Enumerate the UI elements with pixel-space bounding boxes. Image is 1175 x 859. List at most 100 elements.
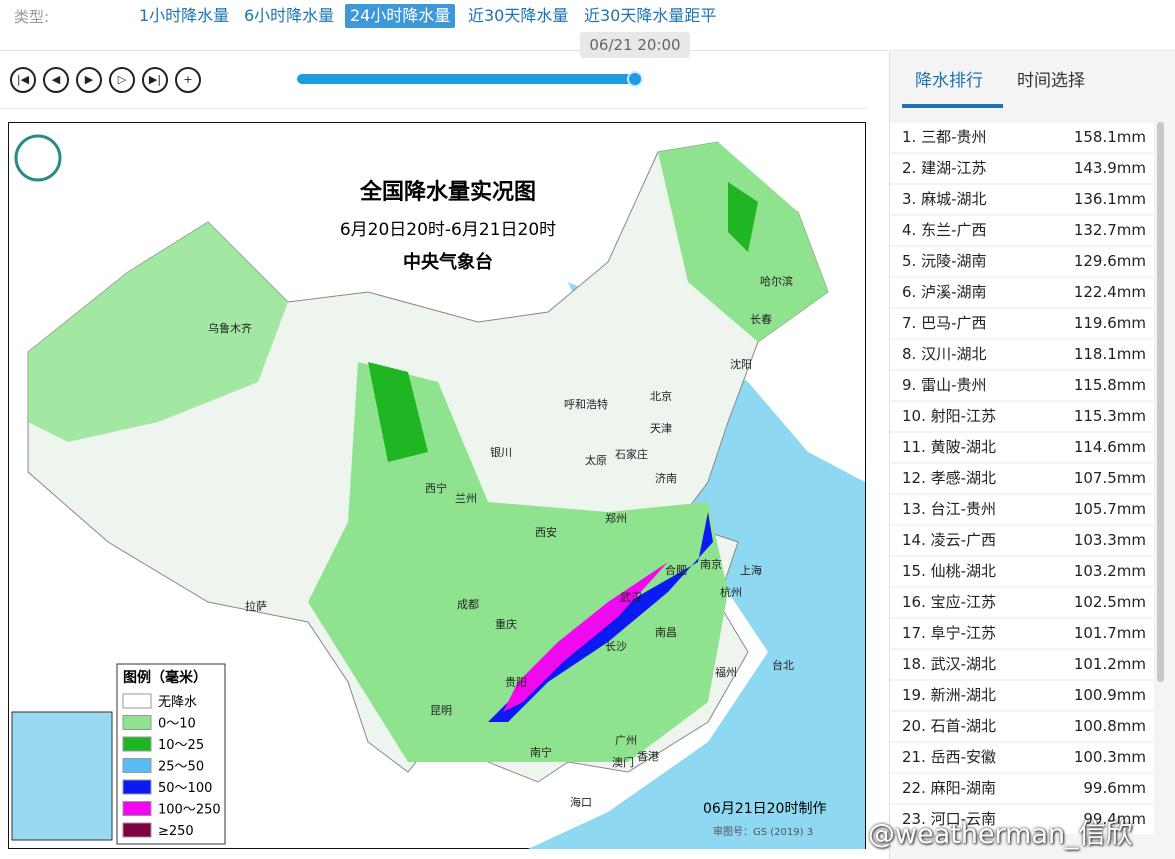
ranking-row: 16. 宝应-江苏 102.5mm	[890, 588, 1154, 617]
ranking-row: 5. 沅陵-湖南 129.6mm	[890, 247, 1154, 276]
ranking-row: 12. 孝感-湖北 107.5mm	[890, 464, 1154, 493]
panel-tab[interactable]: 时间选择	[1017, 71, 1085, 91]
city-label: 澳门	[612, 755, 634, 769]
legend-title: 图例（毫米）	[123, 669, 207, 686]
station-name: 13. 台江-贵州	[902, 500, 997, 518]
city-label: 上海	[740, 563, 762, 577]
tab-underline	[902, 104, 1003, 108]
city-label: 北京	[650, 389, 672, 403]
city-label: 太原	[585, 454, 607, 467]
panel-tab[interactable]: 降水排行	[915, 71, 983, 91]
map-period: 6月20日20时-6月21日20时	[340, 220, 556, 240]
legend-label: 100～250	[158, 803, 221, 818]
ranking-row: 8. 汉川-湖北 118.1mm	[890, 340, 1154, 369]
city-label: 合肥	[665, 563, 687, 577]
station-name: 17. 阜宁-江苏	[902, 624, 997, 642]
ranking-row: 1. 三都-贵州 158.1mm	[890, 123, 1154, 152]
station-name: 9. 雷山-贵州	[902, 376, 987, 394]
map-title: 全国降水量实况图	[359, 179, 536, 205]
city-label: 杭州	[720, 585, 742, 599]
rain-amount: 100.9mm	[1073, 686, 1146, 704]
rain-amount: 118.1mm	[1073, 345, 1146, 363]
map-agency: 中央气象台	[403, 251, 493, 273]
tab[interactable]: 24小时降水量	[345, 4, 456, 28]
divider	[0, 108, 866, 109]
play-button[interactable]: ▶	[76, 67, 102, 93]
station-name: 1. 三都-贵州	[902, 128, 987, 146]
station-name: 6. 泸溪-湖南	[902, 283, 987, 301]
rain-amount: 122.4mm	[1073, 283, 1146, 301]
station-name: 18. 武汉-湖北	[902, 655, 997, 673]
legend-label: 无降水	[158, 695, 197, 710]
city-label: 武汉	[620, 591, 642, 604]
ranking-row: 4. 东兰-广西 132.7mm	[890, 216, 1154, 245]
legend-label: 10～25	[158, 738, 204, 753]
ranking-row: 21. 岳西-安徽 100.3mm	[890, 743, 1154, 772]
rain-amount: 107.5mm	[1073, 469, 1146, 487]
city-label: 石家庄	[615, 447, 648, 461]
tab[interactable]: 近30天降水量距平	[584, 6, 717, 25]
rain-amount: 101.7mm	[1073, 624, 1146, 642]
rain-amount: 158.1mm	[1073, 128, 1146, 146]
ranking-row: 20. 石首-湖北 100.8mm	[890, 712, 1154, 741]
station-name: 23. 河口-云南	[902, 810, 997, 828]
time-slider[interactable]	[297, 74, 637, 84]
rain-band	[503, 562, 668, 712]
logo	[14, 134, 62, 182]
rain-area	[728, 182, 758, 252]
station-name: 4. 东兰-广西	[902, 221, 987, 239]
ranking-row: 14. 凌云-广西 103.3mm	[890, 526, 1154, 555]
legend-swatch	[122, 822, 152, 838]
city-label: 兰州	[455, 492, 477, 505]
station-name: 20. 石首-湖北	[902, 717, 997, 735]
station-name: 21. 岳西-安徽	[902, 748, 997, 766]
rain-amount: 103.3mm	[1073, 531, 1146, 549]
prev-button[interactable]: ◀	[43, 67, 69, 93]
city-label: 哈尔滨	[760, 274, 793, 288]
rain-amount: 115.3mm	[1073, 407, 1146, 425]
ranking-row: 11. 黄陂-湖北 114.6mm	[890, 433, 1154, 462]
city-label: 贵阳	[505, 676, 527, 689]
next-button[interactable]: ▷	[109, 67, 135, 93]
city-label: 西宁	[425, 481, 447, 495]
legend-label: ≥250	[158, 824, 194, 839]
rain-area	[368, 362, 428, 462]
ranking-row: 19. 新洲-湖北 100.9mm	[890, 681, 1154, 710]
city-label: 呼和浩特	[564, 397, 608, 411]
rain-amount: 102.5mm	[1073, 593, 1146, 611]
rain-amount: 136.1mm	[1073, 190, 1146, 208]
last-button[interactable]: ▶|	[142, 67, 168, 93]
rain-amount: 103.2mm	[1073, 562, 1146, 580]
city-label: 长春	[750, 313, 772, 326]
rain-amount: 115.8mm	[1073, 376, 1146, 394]
ranking-row: 22. 麻阳-湖南 99.6mm	[890, 774, 1154, 803]
legend-swatch	[122, 715, 152, 730]
ranking-row: 13. 台江-贵州 105.7mm	[890, 495, 1154, 524]
station-name: 5. 沅陵-湖南	[902, 252, 987, 270]
slider-knob[interactable]	[627, 71, 643, 87]
rain-amount: 101.2mm	[1073, 655, 1146, 673]
watermark: @weatherman_信欣	[868, 819, 1133, 850]
legend-swatch	[122, 801, 152, 816]
ranking-row: 7. 巴马-广西 119.6mm	[890, 309, 1154, 338]
tab[interactable]: 1小时降水量	[139, 6, 230, 25]
zoom-button[interactable]: +	[175, 67, 201, 93]
rain-amount: 132.7mm	[1073, 221, 1146, 239]
rain-amount: 129.6mm	[1073, 252, 1146, 270]
legend-label: 25～50	[158, 760, 204, 775]
type-label: 类型:	[14, 8, 50, 26]
station-name: 10. 射阳-江苏	[902, 407, 997, 425]
city-label: 福州	[715, 665, 737, 679]
ranking-row: 17. 阜宁-江苏 101.7mm	[890, 619, 1154, 648]
tab[interactable]: 近30天降水量	[468, 6, 569, 25]
rain-area	[28, 222, 288, 442]
legend-label: 0～10	[158, 717, 196, 732]
station-name: 2. 建湖-江苏	[902, 159, 987, 177]
station-name: 16. 宝应-江苏	[902, 593, 997, 611]
map: 全国降水量实况图 6月20日20时-6月21日20时 中央气象台 乌鲁木齐 哈尔滨…	[8, 122, 866, 849]
city-label: 南宁	[530, 745, 552, 759]
scrollbar[interactable]	[1157, 122, 1164, 682]
first-button[interactable]: |◀	[10, 67, 36, 93]
tab[interactable]: 6小时降水量	[244, 6, 335, 25]
